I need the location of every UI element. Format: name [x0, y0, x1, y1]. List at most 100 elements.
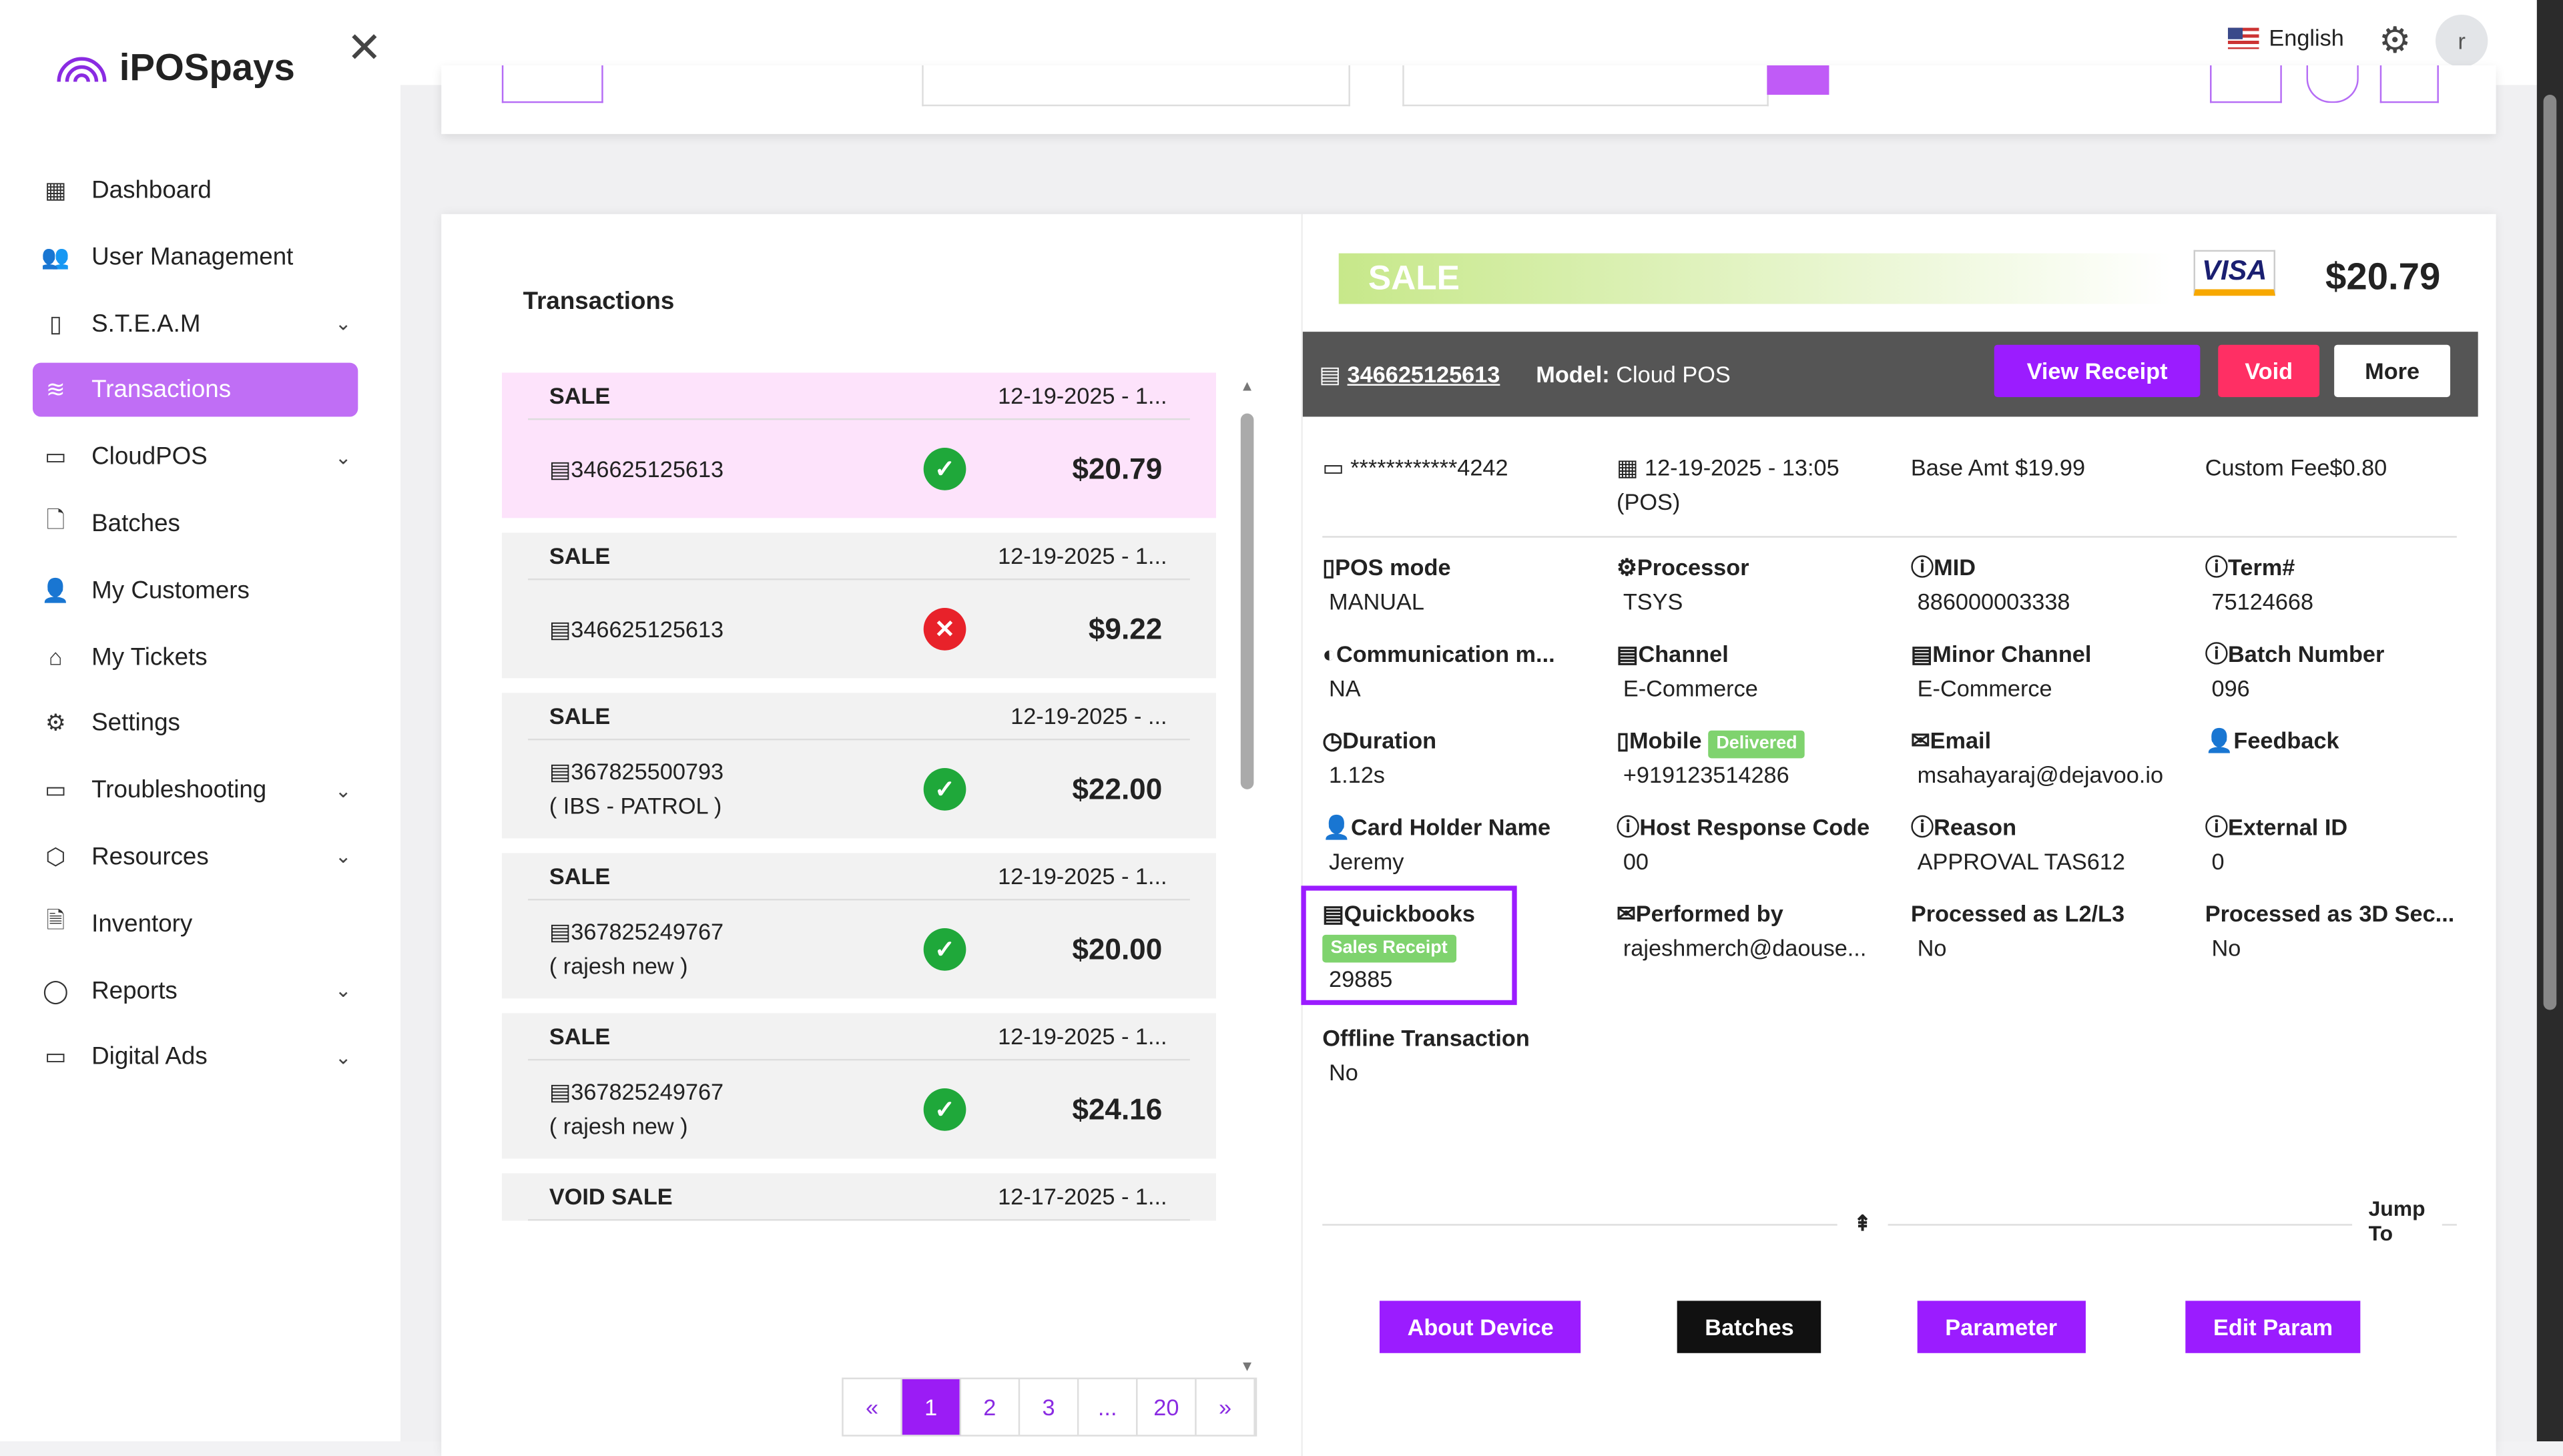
field-channel: ▤Channel E-Commerce — [1617, 637, 1911, 706]
field-quickbooks: ▤Quickbooks Sales Receipt 29885 — [1301, 885, 1517, 1006]
download-button[interactable] — [2210, 65, 2282, 103]
status-badge: Sales Receipt — [1322, 934, 1456, 963]
sidebar-item-cloudpos[interactable]: ▭ CloudPOS ⌄ — [33, 430, 358, 484]
search-button[interactable] — [2379, 65, 2439, 103]
sidebar-item-label: Settings — [91, 709, 180, 738]
custom-fee: Custom Fee$0.80 — [2205, 454, 2387, 481]
field-icon: ✉ — [1910, 727, 1930, 753]
sidebar-item-dashboard[interactable]: ▦ Dashboard — [33, 163, 358, 218]
sidebar-item-troubleshooting[interactable]: ▭ Troubleshooting ⌄ — [33, 763, 358, 817]
sidebar-item-batches[interactable]: 🗋 Batches — [33, 496, 358, 551]
txn-date: 12-19-2025 - 1... — [998, 542, 1167, 569]
terminal-icon: ▤ — [549, 758, 571, 785]
page-button[interactable]: ... — [1079, 1379, 1138, 1435]
parameter-button[interactable]: Parameter — [1917, 1301, 2085, 1353]
txn-sub: ( IBS - PATROL ) — [549, 792, 722, 819]
jump-to-label[interactable]: ⇞ Jump To — [1837, 1196, 2442, 1246]
transaction-list-item[interactable]: SALE 12-19-2025 - 1... ▤346625125613 ✕ $9.… — [501, 532, 1217, 679]
field-label: Offline Transaction — [1322, 1024, 1530, 1051]
chevron-down-icon[interactable]: ⌄ — [334, 845, 352, 869]
list-scrollbar[interactable]: ▲ ▼ — [1239, 377, 1255, 1375]
box-icon: ⬡ — [45, 843, 66, 869]
field-performed-by: ✉Performed by rajeshmerch@daouse... — [1617, 897, 1911, 1004]
page-button[interactable]: 3 — [1020, 1379, 1079, 1435]
transaction-list: SALE 12-19-2025 - 1... ▤346625125613 ✓ $20… — [501, 372, 1217, 1369]
sidebar-item-transactions[interactable]: ≋ Transactions — [32, 363, 358, 418]
field-value: +919123514286 — [1623, 761, 1789, 788]
field-value: MANUAL — [1329, 588, 1424, 615]
sidebar-item-resources[interactable]: ⬡ Resources ⌄ — [33, 830, 358, 884]
field-term-: ⓘTerm# 75124668 — [2205, 551, 2457, 619]
edit-param-button[interactable]: Edit Param — [2185, 1301, 2361, 1353]
chevron-down-icon[interactable]: ⌄ — [334, 979, 352, 1002]
page-button[interactable]: 20 — [1138, 1379, 1197, 1435]
page-scrollbar[interactable] — [2536, 0, 2563, 1442]
refresh-button[interactable] — [2306, 65, 2359, 103]
field-value: No — [1329, 1058, 1358, 1086]
us-flag-icon — [2228, 27, 2259, 49]
layers-icon: ≋ — [45, 376, 65, 403]
about-device-button[interactable]: About Device — [1379, 1301, 1582, 1353]
page-button[interactable]: 1 — [902, 1379, 962, 1435]
avatar[interactable]: r — [2436, 15, 2488, 67]
field-processor: ⚙Processor TSYS — [1617, 551, 1911, 619]
field-value: 29885 — [1329, 966, 1393, 992]
field-card-holder-name: 👤Card Holder Name Jeremy — [1322, 811, 1617, 879]
chevron-down-icon[interactable]: ⌄ — [334, 445, 352, 469]
void-button[interactable]: Void — [2218, 344, 2320, 398]
success-check-icon: ✓ — [923, 768, 966, 811]
date-picker-button[interactable] — [1767, 65, 1829, 95]
credit-card-icon: ▭ — [1322, 454, 1344, 481]
search-input[interactable] — [922, 65, 1350, 107]
logo[interactable]: iPOSpays — [54, 46, 295, 90]
chevron-down-icon[interactable]: ⌄ — [334, 779, 352, 802]
sidebar-item-my-tickets[interactable]: ⌂ My Tickets — [33, 630, 358, 684]
field-label: Communication m... — [1336, 641, 1555, 667]
sidebar-item-user-management[interactable]: 👥 User Management — [33, 230, 358, 284]
txn-terminal-id: 367825500793 — [571, 758, 724, 785]
transaction-detail: SALE VISA $20.79 ▤ 346625125613 Model: C… — [1301, 214, 2498, 1456]
page-button[interactable]: 2 — [961, 1379, 1021, 1435]
sidebar-item-my-customers[interactable]: 👤 My Customers — [33, 563, 358, 617]
field-offline-transaction: Offline Transaction No — [1322, 1022, 1617, 1090]
transaction-list-item[interactable]: SALE 12-19-2025 - ... ▤367825500793 ( IBS -… — [501, 693, 1217, 839]
grid-icon: ▦ — [45, 176, 67, 203]
terminal-id-link[interactable]: 346625125613 — [1347, 361, 1500, 388]
pagination: «1 2 3... 20» — [842, 1377, 1257, 1437]
language-selector[interactable]: English — [2228, 25, 2344, 51]
close-sidebar-icon[interactable]: ✕ — [346, 23, 382, 72]
sidebar-item-label: My Tickets — [91, 643, 208, 671]
field-minor-channel: ▤Minor Channel E-Commerce — [1911, 637, 2205, 706]
sidebar-item-s-t-e-a-m[interactable]: ▯ S.T.E.A.M ⌄ — [33, 297, 358, 351]
transaction-list-item[interactable]: VOID SALE 12-17-2025 - 1... — [501, 1173, 1217, 1221]
field-icon: ⓘ — [2205, 641, 2228, 667]
field-reason: ⓘReason APPROVAL TAS612 — [1911, 811, 2205, 879]
transaction-list-item[interactable]: SALE 12-19-2025 - 1... ▤367825249767 ( raje… — [501, 1013, 1217, 1159]
field-icon: ⚙ — [1617, 554, 1637, 581]
field-label: Performed by — [1635, 900, 1783, 927]
date-input[interactable] — [1402, 65, 1769, 107]
filter-card — [441, 65, 2496, 134]
filter-button[interactable] — [501, 65, 603, 103]
view-receipt-button[interactable]: View Receipt — [1994, 344, 2201, 398]
sidebar-item-reports[interactable]: ◯ Reports ⌄ — [33, 964, 358, 1018]
more-button[interactable]: More — [2334, 344, 2451, 398]
field-value: No — [1917, 934, 1947, 962]
txn-terminal-id: 346625125613 — [571, 615, 724, 642]
page-button[interactable]: » — [1197, 1379, 1255, 1435]
field-value: rajeshmerch@daouse... — [1623, 934, 1867, 962]
sidebar-item-settings[interactable]: ⚙ Settings — [33, 697, 358, 751]
field-label: Mobile — [1629, 727, 1702, 753]
jump-to-divider: ⇞ Jump To — [1322, 1196, 2457, 1246]
transaction-list-item[interactable]: SALE 12-19-2025 - 1... ▤367825249767 ( raje… — [501, 853, 1217, 999]
txn-amount: $24.16 — [1072, 1092, 1163, 1126]
page-button[interactable]: « — [844, 1379, 902, 1435]
settings-gear-icon[interactable]: ⚙ — [2378, 19, 2411, 61]
sidebar-item-inventory[interactable]: 🗎 Inventory — [33, 897, 358, 951]
sidebar-item-digital-ads[interactable]: ▭ Digital Ads ⌄ — [33, 1030, 358, 1084]
chevron-down-icon[interactable]: ⌄ — [334, 1046, 352, 1069]
field-value: E-Commerce — [1623, 675, 1758, 701]
chevron-down-icon[interactable]: ⌄ — [334, 312, 352, 336]
transaction-list-item[interactable]: SALE 12-19-2025 - 1... ▤346625125613 ✓ $20… — [501, 372, 1217, 518]
batches-button[interactable]: Batches — [1677, 1301, 1822, 1353]
